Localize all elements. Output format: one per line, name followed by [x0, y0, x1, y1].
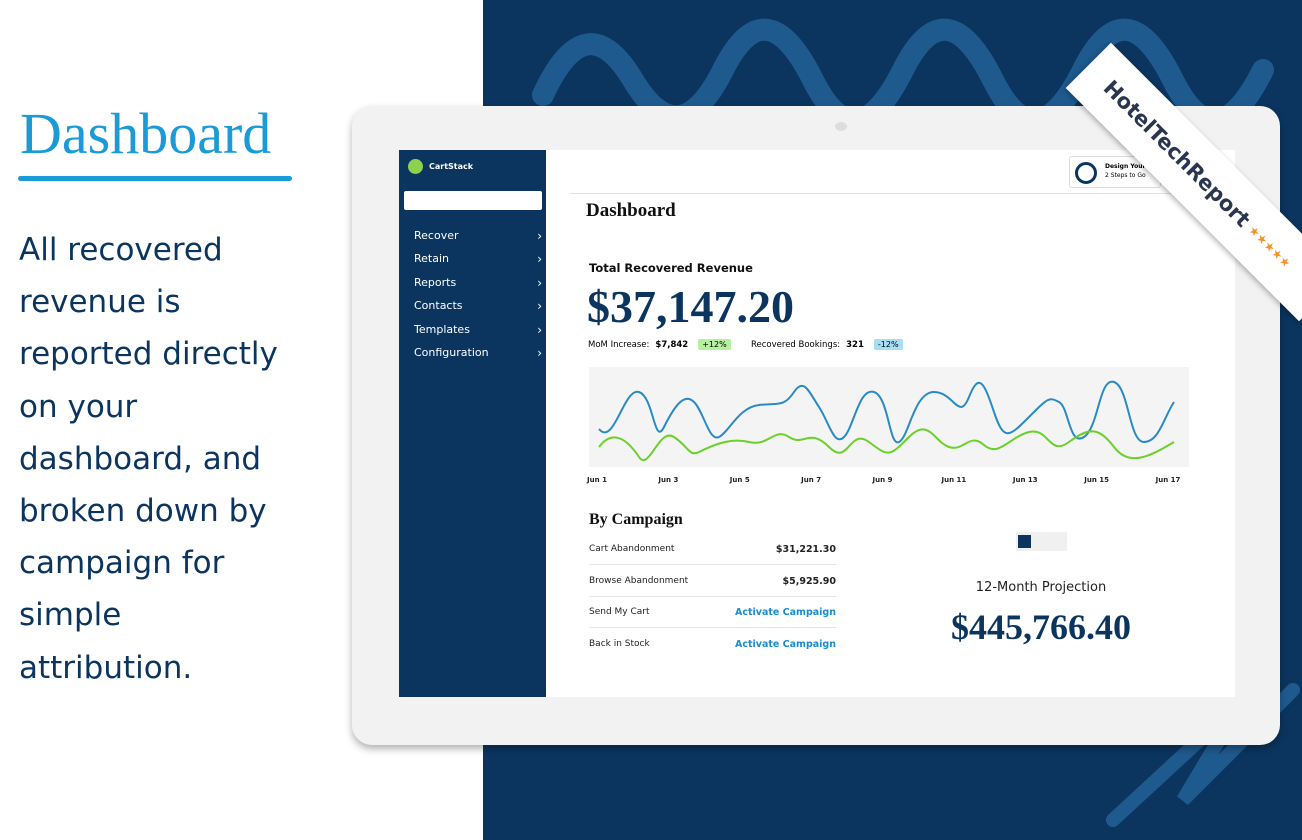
x-label: Jun 15	[1084, 476, 1109, 484]
bookings-change: -12%	[873, 339, 903, 350]
nav-label: Configuration	[414, 346, 489, 359]
nav-chevron: ›	[537, 346, 542, 360]
nav-chevron: ›	[537, 299, 542, 314]
search[interactable]	[404, 191, 542, 210]
brand: CartStack	[429, 162, 474, 171]
campaign-row: Browse Abandonment $5,925.90	[589, 576, 836, 597]
campaign-value: $5,925.90	[782, 575, 837, 587]
campaign-row: Cart Abandonment $31,221.30	[589, 544, 836, 565]
x-label: Jun 17	[1155, 476, 1181, 484]
toggle[interactable]	[1016, 532, 1067, 551]
underline	[18, 176, 292, 181]
campaigns-title: By Campaign	[589, 511, 683, 528]
revenue-amount: $37,147.20	[587, 281, 794, 332]
series-line	[598, 380, 1175, 444]
nav-label: Retain	[414, 252, 449, 266]
activate-link[interactable]: Activate Campaign	[735, 638, 836, 650]
nav-chevron: ›	[537, 252, 542, 267]
campaign-value: $31,221.30	[775, 544, 836, 555]
activate-link[interactable]: Activate Campaign	[735, 607, 836, 618]
camera	[835, 122, 847, 131]
nav-chevron: ›	[537, 229, 542, 243]
x-label: Jun 5	[729, 476, 750, 484]
toggle-knob	[1018, 535, 1031, 548]
nav-label: Recover	[414, 229, 459, 242]
bookings-value: 321	[846, 339, 864, 350]
revenue-label: Total Recovered Revenue	[589, 261, 753, 275]
x-label: Jun 1	[587, 476, 607, 484]
series-line	[598, 428, 1175, 461]
nav-item[interactable]: Contacts ›	[414, 299, 542, 313]
x-label: Jun 13	[1012, 476, 1038, 484]
campaign-name: Cart Abandonment	[589, 544, 675, 554]
projection-label: 12-Month Projection	[975, 580, 1107, 595]
nav-label: Contacts	[414, 299, 463, 313]
x-label: Jun 11	[941, 476, 967, 484]
mom: MoM Increase: $7,842 +12%	[588, 339, 731, 350]
widget-title: Design Your L	[1105, 163, 1152, 170]
mom-change: +12%	[698, 339, 731, 350]
nav-item[interactable]: Configuration ›	[414, 346, 542, 360]
campaign-name: Back in Stock	[589, 638, 650, 649]
x-label: Jun 3	[658, 476, 679, 484]
left-body: All recovered revenue is reported direct…	[19, 232, 278, 686]
bookings: Recovered Bookings: 321 -12%	[751, 339, 903, 350]
widget-subtitle: 2 Steps to Go	[1105, 172, 1146, 179]
nav-label: Templates	[414, 322, 470, 336]
campaign-row: Back in Stock Activate Campaign	[589, 639, 836, 659]
header-rule	[570, 193, 1235, 194]
mom-label: MoM Increase:	[588, 339, 650, 350]
campaign-name: Send My Cart	[589, 607, 650, 617]
progress-ring	[1075, 162, 1097, 184]
sidebar: CartStack Recover › Retain › Reports › Contact…	[399, 150, 546, 697]
left-title: Dashboard	[20, 101, 272, 166]
mom-value: $7,842	[655, 339, 689, 350]
campaign-name: Browse Abandonment	[589, 575, 689, 586]
nav-label: Reports	[414, 275, 457, 289]
nav-item[interactable]: Templates ›	[414, 323, 542, 337]
badge-stars: ★★★★★	[1245, 222, 1294, 271]
revenue-chart	[589, 367, 1189, 467]
x-label: Jun 9	[872, 476, 893, 484]
scribble	[1106, 683, 1300, 827]
bookings-label: Recovered Bookings:	[751, 339, 841, 350]
nav-chevron: ›	[537, 275, 542, 290]
nav-item[interactable]: Reports ›	[414, 276, 542, 290]
page-title: Dashboard	[586, 200, 676, 221]
nav-item[interactable]: Retain ›	[414, 252, 542, 266]
projection-amount: $445,766.40	[951, 607, 1131, 647]
campaign-row: Send My Cart Activate Campaign	[589, 607, 836, 628]
nav-chevron: ›	[537, 322, 542, 337]
logo	[408, 159, 423, 174]
nav-item[interactable]: Recover ›	[414, 229, 542, 243]
x-label: Jun 7	[801, 476, 822, 484]
